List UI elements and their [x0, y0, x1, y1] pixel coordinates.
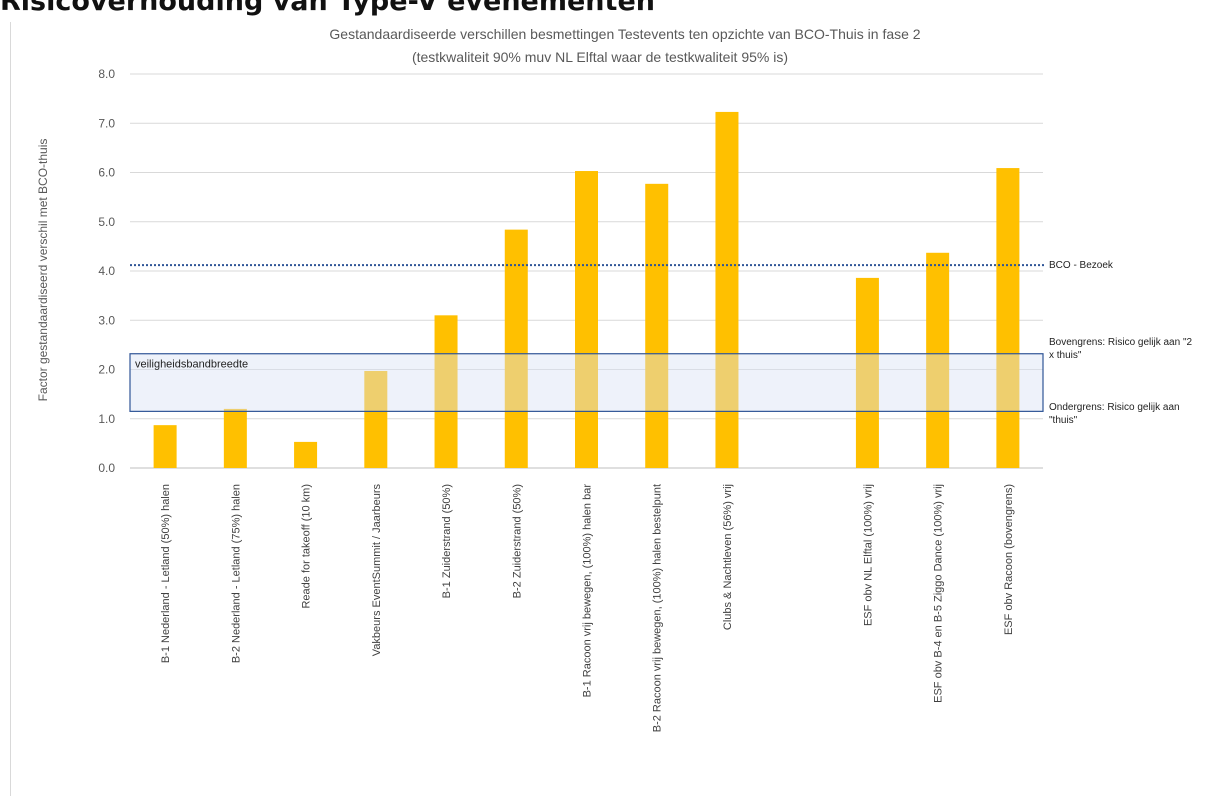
chart-title: Gestandaardiseerde verschillen besmettin… [329, 26, 920, 42]
x-tick-label: B-2 Nederland - Letland (75%) halen [230, 484, 242, 663]
x-tick-label: B-1 Nederland - Letland (50%) halen [160, 484, 172, 663]
x-tick-label: Reade for takeoff (10 km) [301, 484, 313, 609]
bar [153, 425, 177, 468]
y-tick-label: 7.0 [98, 116, 115, 130]
y-axis-ticks: 0.0 1.0 2.0 3.0 4.0 5.0 6.0 7.0 8.0 [98, 67, 115, 475]
y-tick-label: 1.0 [98, 412, 115, 426]
x-axis-labels: B-1 Nederland - Letland (50%) halen B-2 N… [160, 484, 1015, 733]
x-tick-label: B-2 Racoon vrij bewegen, (100%) halen be… [652, 484, 664, 732]
upper-bound-label: Bovengrens: Risico gelijk aan "2 x thuis" [1049, 337, 1193, 361]
page-heading: Risicoverhouding van Type-V evenementen [0, 0, 655, 17]
x-tick-label: Clubs & Nachtleven (56%) vrij [722, 484, 734, 630]
chart-subtitle: (testkwaliteit 90% muv NL Elftal waar de… [412, 49, 788, 65]
bar [645, 183, 669, 468]
bar [715, 111, 739, 469]
x-tick-label: ESF obv NL Elftal (100%) vrij [862, 484, 874, 626]
y-tick-label: 5.0 [98, 215, 115, 229]
safety-band-rect [129, 353, 1044, 412]
bar [364, 370, 388, 468]
safety-band-label: veiligheidsbandbreedte [135, 359, 248, 371]
y-tick-label: 6.0 [98, 166, 115, 180]
bar [504, 229, 528, 468]
y-tick-label: 2.0 [98, 363, 115, 377]
bar [926, 252, 950, 468]
y-tick-label: 8.0 [98, 67, 115, 81]
band-annotations: Bovengrens: Risico gelijk aan "2 x thuis"… [1049, 337, 1193, 426]
y-tick-label: 4.0 [98, 264, 115, 278]
bars [153, 111, 1020, 469]
x-tick-label: ESF obv B-4 en B-5 Ziggo Dance (100%) vr… [933, 484, 945, 703]
x-tick-label: Vakbeurs EventSummit / Jaarbeurs [371, 484, 383, 657]
bar [996, 168, 1020, 468]
x-tick-label: B-1 Zuiderstrand (50%) [441, 484, 453, 598]
safety-band: veiligheidsbandbreedte [129, 353, 1044, 412]
bar [855, 277, 879, 468]
bar [575, 171, 598, 468]
bco-bezoek-label: BCO - Bezoek [1049, 260, 1114, 271]
lower-bound-label: Ondergrens: Risico gelijk aan "thuis" [1049, 402, 1180, 426]
x-tick-label: B-1 Racoon vrij bewegen, (100%) halen ba… [582, 484, 594, 698]
y-axis-label: Factor gestandaardiseerd verschil met BC… [36, 139, 50, 402]
y-tick-label: 0.0 [98, 461, 115, 475]
frame-divider [10, 22, 11, 796]
x-tick-label: B-2 Zuiderstrand (50%) [511, 484, 523, 598]
reference-line-group: BCO - Bezoek [130, 260, 1114, 271]
bar [223, 408, 247, 468]
y-tick-label: 3.0 [98, 313, 115, 327]
bar [294, 441, 318, 468]
x-tick-label: ESF obv Racoon (bovengrens) [1003, 484, 1015, 635]
